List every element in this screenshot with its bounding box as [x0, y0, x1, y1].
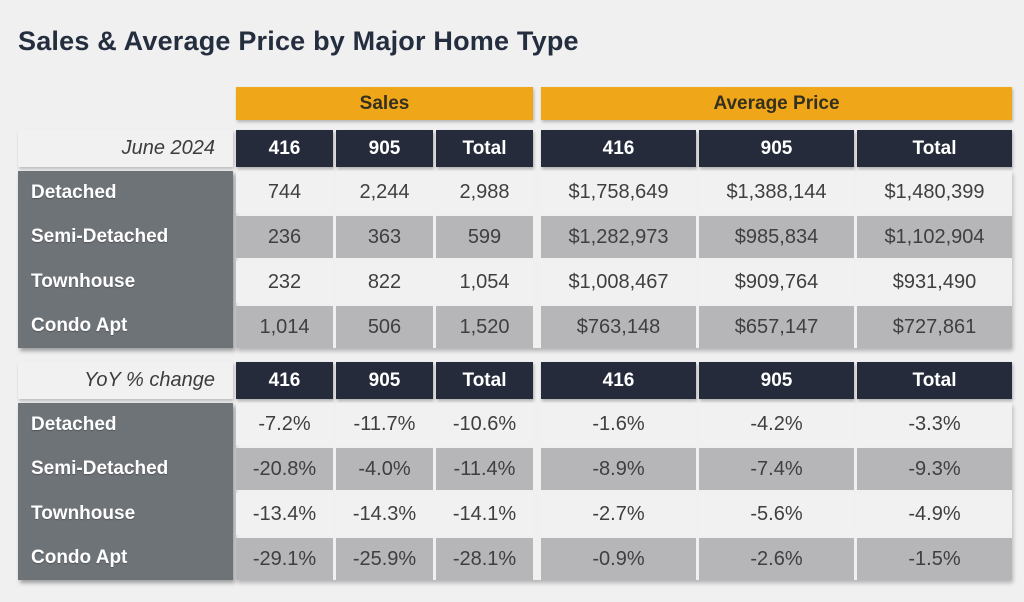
col-header: 416 — [236, 130, 333, 167]
table-cell: -4.9% — [857, 493, 1012, 535]
table-cell: $1,102,904 — [857, 216, 1012, 258]
table-cell: -14.1% — [436, 493, 533, 535]
corner-spacer — [18, 87, 233, 120]
table-cell: $1,758,649 — [541, 171, 696, 213]
table-cell: $727,861 — [857, 306, 1012, 348]
table-cell: -28.1% — [436, 538, 533, 580]
table-cell: $657,147 — [699, 306, 854, 348]
table-cell: 1,520 — [436, 306, 533, 348]
table-cell: 236 — [236, 216, 333, 258]
table-cell: -20.8% — [236, 448, 333, 490]
row-label-column: Detached Semi-Detached Townhouse Condo A… — [18, 171, 233, 348]
table-cell: $931,490 — [857, 261, 1012, 303]
table-cell: $909,764 — [699, 261, 854, 303]
table-cell: -10.6% — [436, 403, 533, 445]
data-grid: 744 2,244 2,988 $1,758,649 $1,388,144 $1… — [236, 171, 1012, 348]
table-cell: -1.5% — [857, 538, 1012, 580]
table-cell: 506 — [336, 306, 433, 348]
table-cell: $1,388,144 — [699, 171, 854, 213]
col-header: 905 — [336, 130, 433, 167]
table-row: 744 2,244 2,988 $1,758,649 $1,388,144 $1… — [236, 171, 1012, 213]
table-cell: 2,988 — [436, 171, 533, 213]
table-cell: -4.2% — [699, 403, 854, 445]
row-label-column: Detached Semi-Detached Townhouse Condo A… — [18, 403, 233, 580]
table-cell: -1.6% — [541, 403, 696, 445]
table-cell: $1,480,399 — [857, 171, 1012, 213]
section-yoy-header-row: YoY % change 416 905 Total 416 905 Total — [18, 362, 1016, 399]
table-cell: -5.6% — [699, 493, 854, 535]
col-header: 905 — [699, 130, 854, 167]
table-cell: -4.0% — [336, 448, 433, 490]
group-header-row: Sales Average Price — [18, 87, 1016, 120]
col-header: 416 — [236, 362, 333, 399]
table-row: 236 363 599 $1,282,973 $985,834 $1,102,9… — [236, 216, 1012, 258]
table-cell: 1,054 — [436, 261, 533, 303]
row-label: Detached — [31, 182, 117, 204]
section-yoy-body: Detached Semi-Detached Townhouse Condo A… — [18, 403, 1016, 580]
table-cell: $763,148 — [541, 306, 696, 348]
table-cell: 822 — [336, 261, 433, 303]
table-cell: $1,008,467 — [541, 261, 696, 303]
table-cell: -2.6% — [699, 538, 854, 580]
table-cell: $985,834 — [699, 216, 854, 258]
table-cell: -29.1% — [236, 538, 333, 580]
col-header: 416 — [541, 362, 696, 399]
col-header: Total — [436, 130, 533, 167]
table-cell: 2,244 — [336, 171, 433, 213]
col-header: Total — [436, 362, 533, 399]
group-header-average-price: Average Price — [541, 87, 1012, 120]
table-row: -13.4% -14.3% -14.1% -2.7% -5.6% -4.9% — [236, 493, 1012, 535]
col-header: 905 — [699, 362, 854, 399]
data-grid: -7.2% -11.7% -10.6% -1.6% -4.2% -3.3% -2… — [236, 403, 1012, 580]
table-cell: 599 — [436, 216, 533, 258]
table-cell: 744 — [236, 171, 333, 213]
table-cell: -7.2% — [236, 403, 333, 445]
col-header: Total — [857, 362, 1012, 399]
table-row: -20.8% -4.0% -11.4% -8.9% -7.4% -9.3% — [236, 448, 1012, 490]
period-label: June 2024 — [18, 130, 233, 167]
table-row: -29.1% -25.9% -28.1% -0.9% -2.6% -1.5% — [236, 538, 1012, 580]
col-header: Total — [857, 130, 1012, 167]
table-cell: 232 — [236, 261, 333, 303]
table-cell: 363 — [336, 216, 433, 258]
group-header-sales: Sales — [236, 87, 533, 120]
row-label: Townhouse — [31, 502, 136, 524]
table-cell: -7.4% — [699, 448, 854, 490]
table-cell: -13.4% — [236, 493, 333, 535]
table-cell: -25.9% — [336, 538, 433, 580]
table-cell: -0.9% — [541, 538, 696, 580]
table-cell: 1,014 — [236, 306, 333, 348]
col-header: 416 — [541, 130, 696, 167]
table-cell: -14.3% — [336, 493, 433, 535]
table-cell: -8.9% — [541, 448, 696, 490]
table-cell: $1,282,973 — [541, 216, 696, 258]
table-row: -7.2% -11.7% -10.6% -1.6% -4.2% -3.3% — [236, 403, 1012, 445]
table-cell: -11.4% — [436, 448, 533, 490]
row-label: Semi-Detached — [31, 226, 169, 248]
col-header: 905 — [336, 362, 433, 399]
row-label: Condo Apt — [31, 314, 128, 336]
table-cell: -3.3% — [857, 403, 1012, 445]
page-title: Sales & Average Price by Major Home Type — [18, 26, 579, 56]
table-cell: -2.7% — [541, 493, 696, 535]
section-june-2024-header-row: June 2024 416 905 Total 416 905 Total — [18, 130, 1016, 167]
table-row: 232 822 1,054 $1,008,467 $909,764 $931,4… — [236, 261, 1012, 303]
row-label: Semi-Detached — [31, 458, 169, 480]
table-cell: -9.3% — [857, 448, 1012, 490]
section-june-2024-body: Detached Semi-Detached Townhouse Condo A… — [18, 171, 1016, 348]
row-label: Townhouse — [31, 270, 136, 292]
row-label: Detached — [31, 414, 117, 436]
table-row: 1,014 506 1,520 $763,148 $657,147 $727,8… — [236, 306, 1012, 348]
report-table: Sales & Average Price by Major Home Type… — [18, 26, 1016, 580]
row-label: Condo Apt — [31, 546, 128, 568]
period-label: YoY % change — [18, 362, 233, 399]
table-cell: -11.7% — [336, 403, 433, 445]
